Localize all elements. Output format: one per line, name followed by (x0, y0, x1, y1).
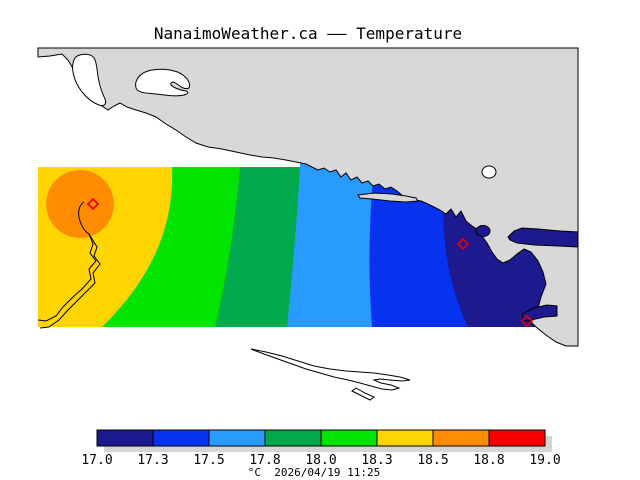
band-18_5-18_8-hotspot (46, 170, 114, 238)
scale-segment-18_8 (488, 429, 546, 447)
scale-segment-18_5 (432, 429, 490, 447)
color-scale-bar (96, 429, 552, 452)
west-shore-outer-coastline (37, 201, 97, 322)
scale-segment-18_0 (320, 429, 378, 447)
sound-spit-island (357, 192, 419, 203)
scale-segment-18_3 (376, 429, 434, 447)
southern-islet-outline (351, 387, 375, 401)
scale-tick-18_5: 18.5 (417, 453, 448, 468)
scale-tick-18_0: 18.0 (305, 453, 336, 468)
inlet-teardrop-bay (72, 53, 107, 107)
scale-segment-17_0 (96, 429, 154, 447)
station-markers (86, 197, 534, 328)
station-marker-east (456, 237, 470, 251)
map-title: NanaimoWeather.ca –– Temperature (154, 24, 462, 43)
scale-tick-19_0: 19.0 (529, 453, 560, 468)
scale-segment-17_8 (264, 429, 322, 447)
scale-tick-18_8: 18.8 (473, 453, 504, 468)
scale-unit-timestamp-caption: °C 2026/04/19 11:25 (248, 466, 380, 479)
west-shore-inner-coastline (39, 233, 101, 329)
scale-tick-17_8: 17.8 (249, 453, 280, 468)
station-marker-west (86, 197, 100, 211)
southern-island-outline (250, 348, 411, 391)
scale-tick-17_3: 17.3 (137, 453, 168, 468)
south-inlet-channel (521, 304, 558, 322)
scale-segment-17_5 (208, 429, 266, 447)
coastal-lake (481, 165, 497, 179)
coastal-lagoon (475, 225, 491, 237)
station-marker-southeast (520, 314, 534, 328)
scale-segment-17_3 (152, 429, 210, 447)
inlet-east-bay (135, 68, 191, 97)
west-shore-coastline-overlay (37, 201, 101, 329)
mainland-landmass (37, 47, 579, 347)
scale-tick-17_5: 17.5 (193, 453, 224, 468)
harbour-inlet-channel (507, 227, 579, 248)
scale-tick-18_3: 18.3 (361, 453, 392, 468)
scale-tick-17_0: 17.0 (81, 453, 112, 468)
color-scale-tick-labels: 17.0 17.3 17.5 17.8 18.0 18.3 18.5 18.8 … (81, 453, 560, 468)
